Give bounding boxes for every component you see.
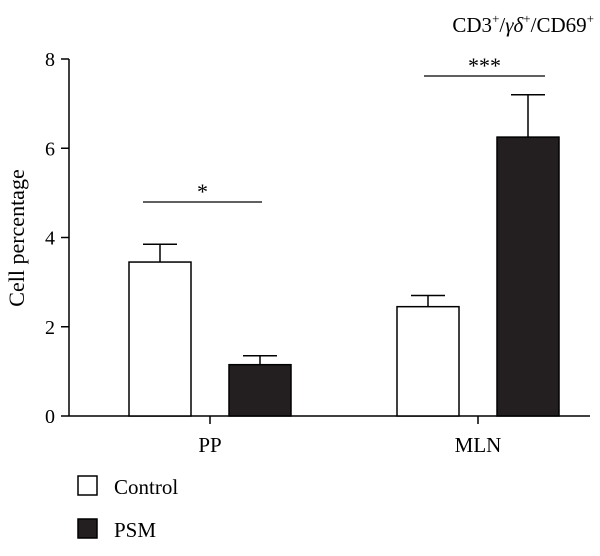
chart-title: CD3+/γδ+/CD69+ (452, 11, 594, 37)
y-tick-label: 2 (45, 317, 55, 339)
legend-swatch-control (77, 475, 98, 496)
y-tick-label: 0 (45, 406, 55, 428)
significance-marker: * (197, 179, 208, 204)
bar-psm-pp (228, 363, 292, 417)
y-tick-label: 4 (45, 228, 55, 250)
bar-psm-mln (496, 136, 560, 417)
x-tick-label: PP (198, 433, 221, 457)
legend-label-control: Control (114, 475, 178, 499)
bar-control-pp (128, 261, 192, 417)
x-tick-label: MLN (455, 433, 502, 457)
y-axis-label: Cell percentage (4, 169, 29, 306)
legend-swatch-psm (77, 518, 98, 539)
y-tick-label: 6 (45, 138, 55, 160)
bar-control-mln (396, 305, 460, 417)
legend-label-psm: PSM (114, 518, 156, 542)
y-tick-label: 8 (45, 49, 55, 71)
significance-marker: *** (468, 53, 501, 78)
